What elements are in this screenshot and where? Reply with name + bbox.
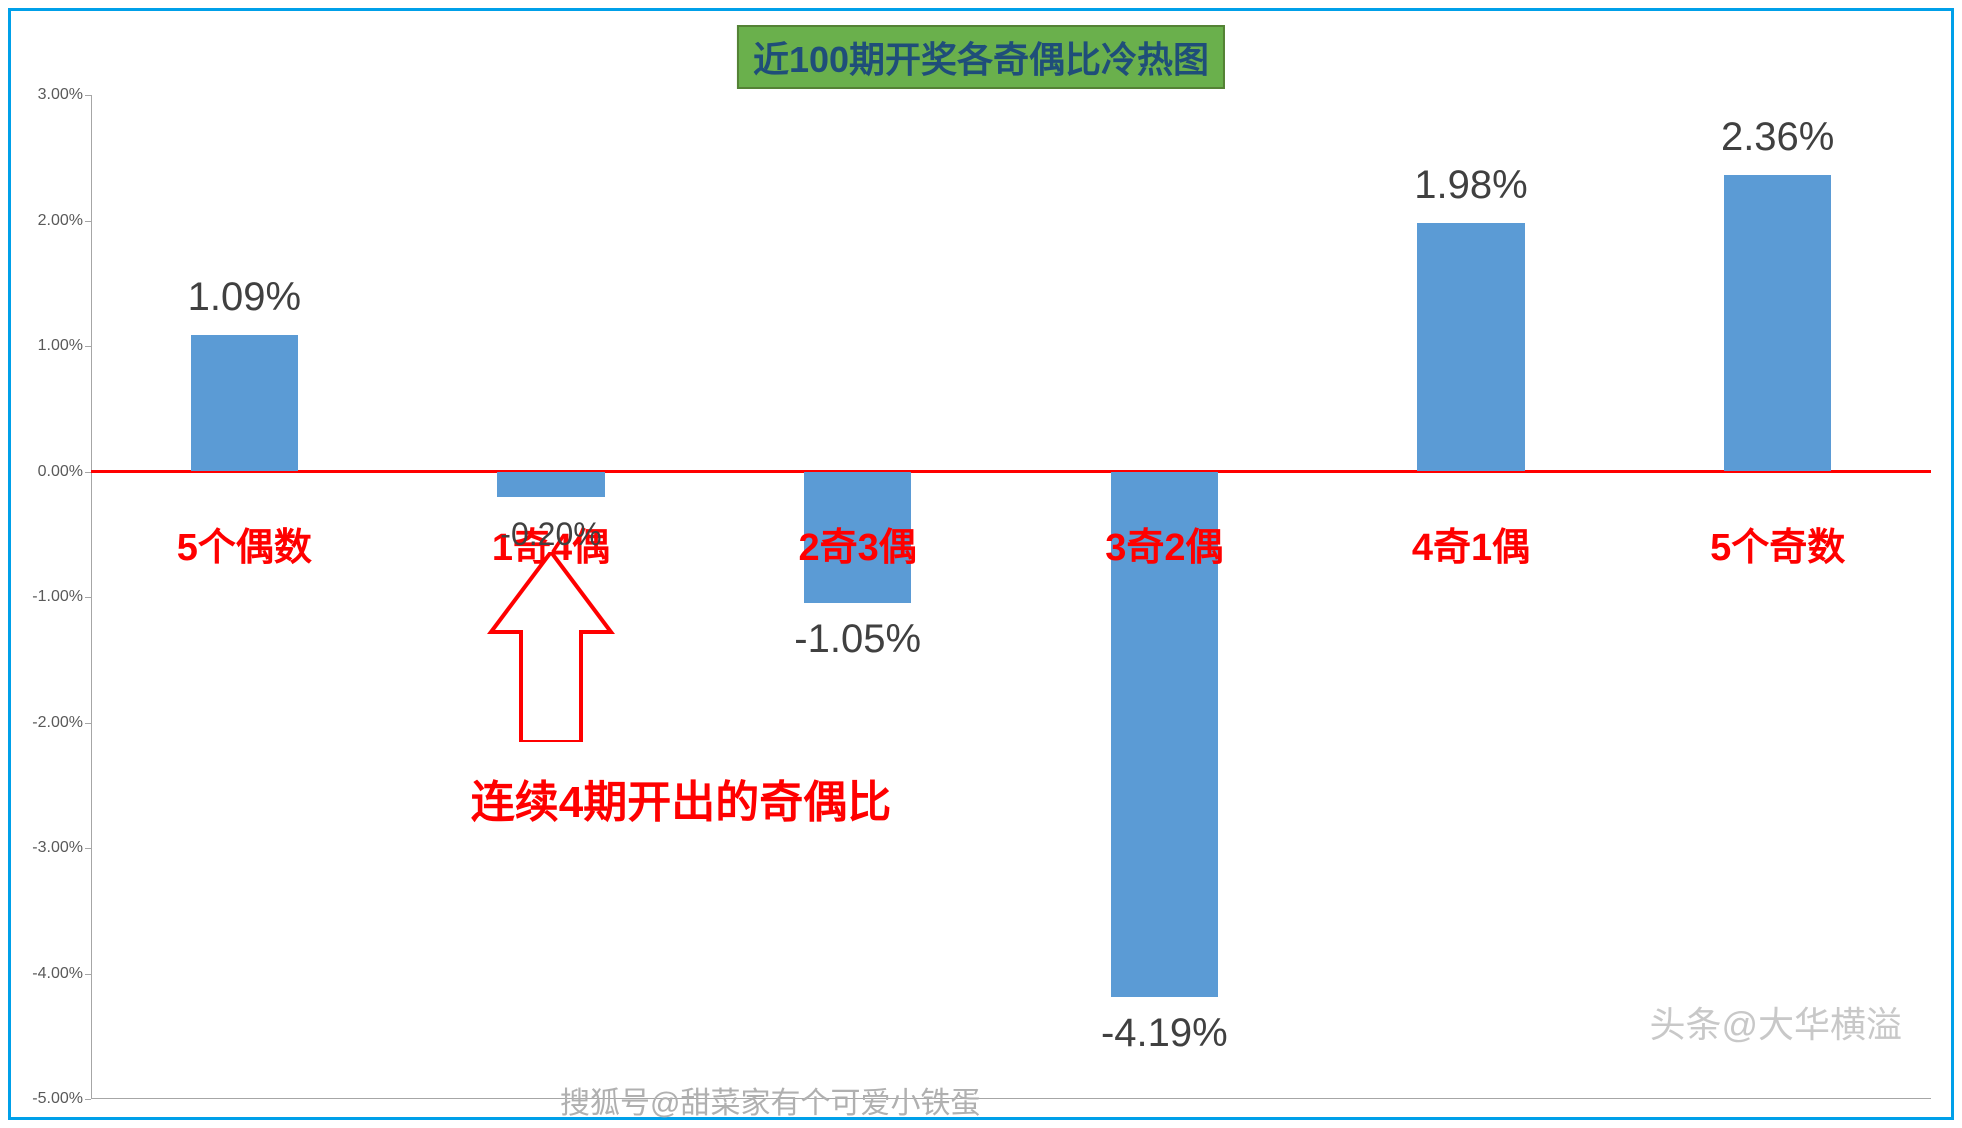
y-tick-mark [85, 1099, 91, 1100]
x-axis-line [91, 1098, 1931, 1099]
value-label: -0.20% [500, 516, 601, 553]
y-tick-mark [85, 848, 91, 849]
bar [1417, 223, 1524, 471]
y-tick-label: 0.00% [38, 463, 83, 481]
y-tick-label: 3.00% [38, 86, 83, 104]
bar [191, 335, 298, 472]
value-label: 1.09% [188, 275, 301, 320]
y-tick-label: -5.00% [32, 1090, 83, 1108]
plot-area: -5.00%-4.00%-3.00%-2.00%-1.00%0.00%1.00%… [91, 95, 1931, 1099]
chart-title: 近100期开奖各奇偶比冷热图 [737, 25, 1225, 89]
y-axis-line [91, 95, 92, 1099]
y-tick-mark [85, 472, 91, 473]
value-label: -4.19% [1101, 1011, 1228, 1056]
bar [1724, 175, 1831, 471]
y-tick-label: 2.00% [38, 212, 83, 230]
watermark-toutiao: 头条@大华横溢 [1649, 996, 1902, 1048]
y-tick-mark [85, 597, 91, 598]
category-label: 3奇2偶 [1105, 516, 1223, 571]
annotation-text: 连续4期开出的奇偶比 [471, 766, 891, 830]
category-label: 5个奇数 [1710, 516, 1845, 571]
chart-frame: 近100期开奖各奇偶比冷热图 -5.00%-4.00%-3.00%-2.00%-… [8, 8, 1954, 1120]
y-tick-mark [85, 974, 91, 975]
y-tick-label: -3.00% [32, 839, 83, 857]
y-tick-label: -2.00% [32, 714, 83, 732]
value-label: -1.05% [794, 617, 921, 662]
annotation-arrow [481, 552, 621, 742]
value-label: 1.98% [1414, 163, 1527, 208]
watermark-souhu: 搜狐号@甜菜家有个可爱小铁蛋 [560, 1078, 980, 1122]
y-tick-mark [85, 95, 91, 96]
y-tick-mark [85, 723, 91, 724]
category-label: 5个偶数 [177, 516, 312, 571]
y-tick-mark [85, 346, 91, 347]
zero-reference-line [91, 470, 1931, 473]
y-tick-label: 1.00% [38, 337, 83, 355]
bar [497, 472, 604, 497]
y-tick-mark [85, 221, 91, 222]
value-label: 2.36% [1721, 115, 1834, 160]
category-label: 2奇3偶 [799, 516, 917, 571]
category-label: 4奇1偶 [1412, 516, 1530, 571]
y-tick-label: -1.00% [32, 588, 83, 606]
y-tick-label: -4.00% [32, 965, 83, 983]
